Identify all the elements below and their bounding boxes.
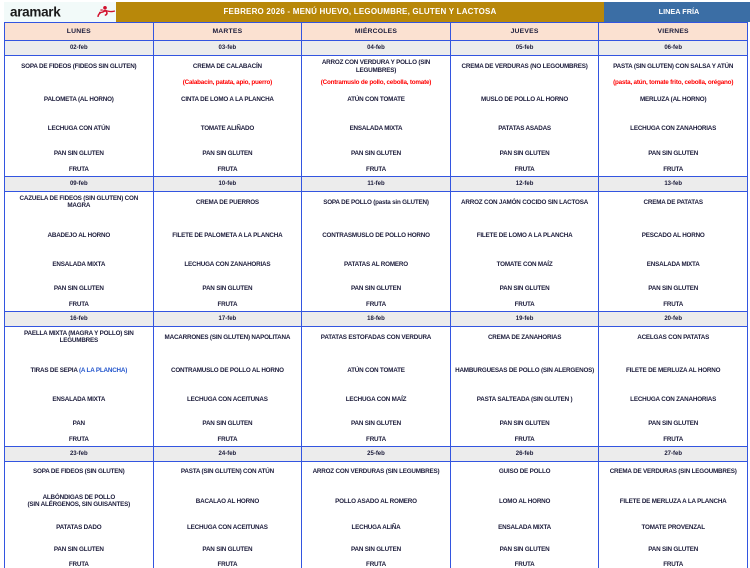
svg-text:aramark: aramark bbox=[10, 5, 61, 20]
